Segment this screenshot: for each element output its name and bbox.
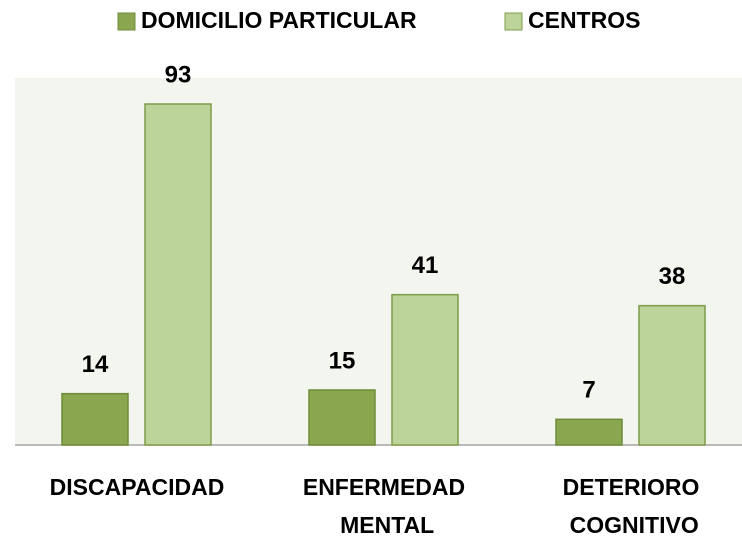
x-tick-label-line: COGNITIVO xyxy=(563,512,698,538)
bar xyxy=(638,304,706,446)
legend-label: CENTROS xyxy=(528,7,640,33)
bar xyxy=(391,293,459,446)
data-label: 15 xyxy=(329,347,356,374)
x-tick-label: ENFERMEDAD MENTAL xyxy=(303,474,465,538)
data-label: 93 xyxy=(165,61,192,88)
legend-label: DOMICILIO PARTICULAR xyxy=(141,7,417,33)
data-label: 14 xyxy=(82,351,109,378)
bar xyxy=(144,103,212,446)
x-tick-label-line: MENTAL xyxy=(334,512,435,538)
x-tick-label-line: DETERIORO xyxy=(563,474,700,500)
x-tick-label-line: ENFERMEDAD xyxy=(303,474,465,500)
data-label: 38 xyxy=(659,263,686,290)
plot-area xyxy=(15,78,742,445)
bar xyxy=(61,392,129,446)
legend-swatch xyxy=(504,12,523,31)
x-tick-label: DISCAPACIDAD xyxy=(50,474,225,500)
data-label: 41 xyxy=(412,252,439,279)
data-label: 7 xyxy=(582,377,595,404)
legend-swatch xyxy=(117,12,136,31)
bar xyxy=(308,389,376,446)
x-tick-label: DETERIORO COGNITIVO xyxy=(563,474,700,538)
bar xyxy=(555,418,623,446)
